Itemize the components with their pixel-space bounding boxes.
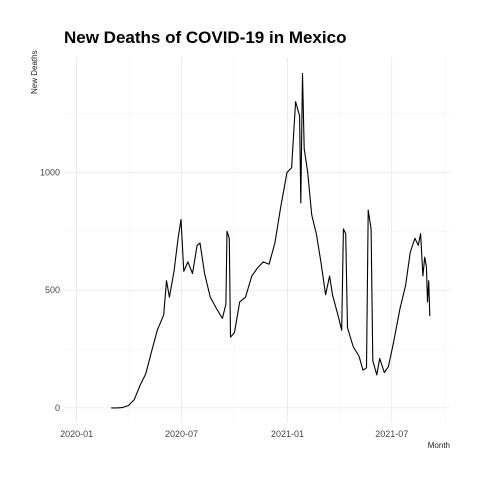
y-axis-label: New Deaths [30, 50, 39, 94]
y-tick-label: 1000 [40, 167, 60, 177]
series-line [111, 72, 431, 409]
x-tick-label: 2021-01 [271, 429, 304, 439]
chart-title: New Deaths of COVID-19 in Mexico [64, 28, 346, 47]
x-tick-label: 2020-01 [60, 429, 93, 439]
x-tick-label: 2021-07 [375, 429, 408, 439]
axis-ticks: 0 500 1000 2020-01 2020-07 2021-01 2021-07 [40, 167, 408, 439]
x-axis-label: Month [428, 441, 450, 450]
y-tick-label: 500 [45, 285, 60, 295]
grid [64, 57, 450, 422]
y-tick-label: 0 [55, 403, 60, 413]
x-tick-label: 2020-07 [165, 429, 198, 439]
